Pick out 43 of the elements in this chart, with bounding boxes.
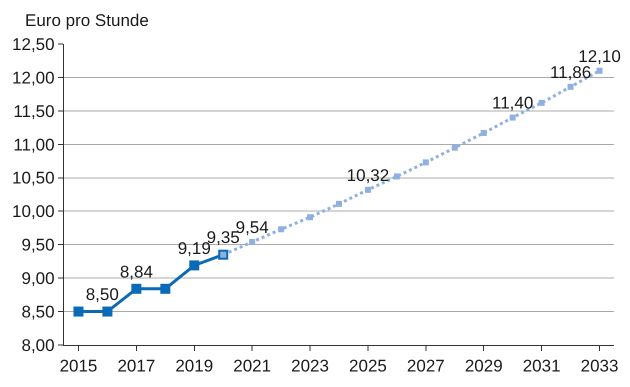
point — [102, 306, 112, 317]
point — [480, 130, 487, 136]
y-tick-label: 12,00 — [12, 68, 55, 88]
point — [422, 159, 429, 166]
point — [538, 100, 545, 106]
data-label: 11,40 — [492, 94, 534, 113]
y-tick-label: 8,00 — [22, 336, 55, 355]
x-tick-label: 2023 — [291, 356, 329, 376]
point — [131, 284, 142, 294]
point — [568, 84, 574, 90]
x-tick-label: 2033 — [580, 356, 618, 376]
x-tick-label: 2029 — [464, 356, 503, 376]
point — [394, 173, 400, 180]
data-label: 10,32 — [346, 166, 390, 185]
x-tick-label: 2021 — [233, 356, 272, 376]
data-label: 8,84 — [120, 262, 153, 282]
y-tick-label: 12,50 — [12, 34, 55, 54]
y-tick-label: 8,50 — [22, 302, 55, 322]
data-label: 8,50 — [86, 285, 119, 304]
y-tick-label: 11,50 — [13, 102, 55, 121]
y-tick-label: 10,50 — [12, 168, 55, 188]
x-tick-label: 2019 — [175, 356, 214, 376]
point — [73, 306, 84, 317]
y-tick-label: 10,00 — [12, 202, 55, 222]
y-axis-title: Euro pro Stunde — [25, 11, 149, 30]
point — [278, 226, 284, 232]
y-tick-label: 9,50 — [22, 236, 55, 255]
point — [510, 114, 516, 121]
y-tick-label: 11,00 — [13, 135, 55, 154]
x-tick-label: 2031 — [522, 356, 561, 376]
x-tick-label: 2015 — [60, 356, 98, 376]
point — [596, 68, 603, 74]
x-tick-label: 2025 — [349, 356, 387, 376]
point — [249, 238, 256, 245]
x-tick-label: 2027 — [406, 356, 445, 376]
point — [364, 186, 371, 193]
y-tick-label: 9,00 — [22, 269, 55, 288]
point — [336, 200, 342, 207]
point — [307, 214, 314, 220]
point — [160, 284, 170, 294]
point — [452, 144, 458, 151]
x-tick-label: 2017 — [117, 356, 156, 376]
point — [189, 260, 200, 270]
